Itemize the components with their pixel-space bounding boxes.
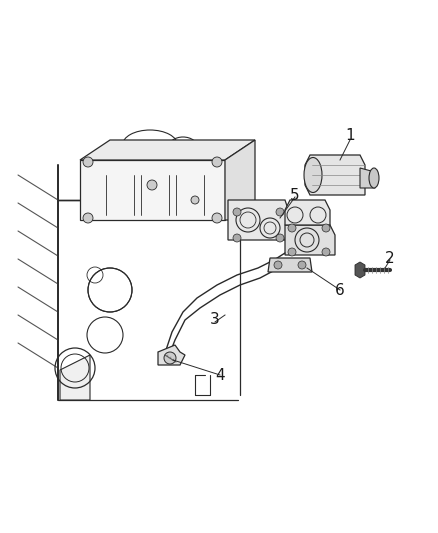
Circle shape bbox=[276, 234, 283, 242]
Circle shape bbox=[287, 224, 295, 232]
Circle shape bbox=[233, 234, 240, 242]
Polygon shape bbox=[80, 160, 225, 220]
Polygon shape bbox=[284, 225, 334, 255]
Polygon shape bbox=[284, 200, 329, 225]
Polygon shape bbox=[267, 258, 311, 272]
Text: 4: 4 bbox=[215, 367, 224, 383]
Circle shape bbox=[273, 261, 281, 269]
Circle shape bbox=[164, 352, 176, 364]
Circle shape bbox=[191, 196, 198, 204]
Polygon shape bbox=[354, 262, 364, 278]
Text: 2: 2 bbox=[384, 251, 394, 265]
Polygon shape bbox=[158, 345, 184, 365]
Ellipse shape bbox=[303, 157, 321, 192]
Text: 5: 5 bbox=[290, 188, 299, 203]
Circle shape bbox=[297, 261, 305, 269]
Ellipse shape bbox=[368, 168, 378, 188]
Text: 3: 3 bbox=[210, 312, 219, 327]
Text: 6: 6 bbox=[334, 282, 344, 297]
Circle shape bbox=[321, 248, 329, 256]
Polygon shape bbox=[359, 168, 374, 188]
Circle shape bbox=[212, 213, 222, 223]
Circle shape bbox=[83, 157, 93, 167]
Polygon shape bbox=[225, 140, 254, 220]
Circle shape bbox=[276, 208, 283, 216]
Polygon shape bbox=[304, 155, 364, 195]
Circle shape bbox=[321, 224, 329, 232]
Polygon shape bbox=[60, 355, 90, 400]
Polygon shape bbox=[80, 140, 254, 160]
Polygon shape bbox=[227, 200, 290, 240]
Circle shape bbox=[287, 248, 295, 256]
Text: 1: 1 bbox=[344, 127, 354, 142]
Circle shape bbox=[212, 157, 222, 167]
Circle shape bbox=[147, 180, 157, 190]
Circle shape bbox=[233, 208, 240, 216]
Circle shape bbox=[83, 213, 93, 223]
